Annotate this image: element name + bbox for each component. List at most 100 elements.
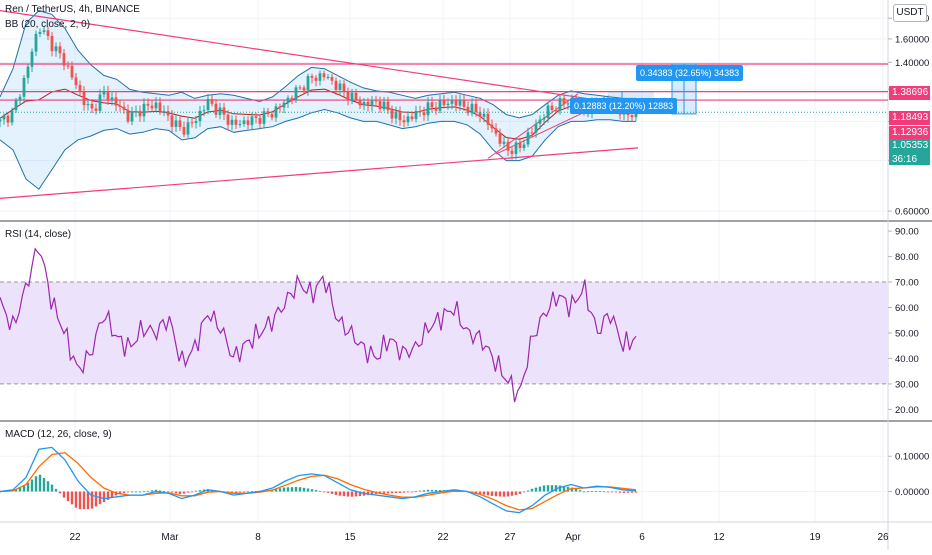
price-y-tick-label: 1.40000 xyxy=(895,58,929,69)
candle-body xyxy=(82,90,86,106)
candle-body xyxy=(234,119,238,125)
macd-histogram-bar xyxy=(294,487,298,492)
macd-histogram-bar xyxy=(306,488,310,492)
candle-body xyxy=(334,80,338,90)
macd-histogram-bar xyxy=(494,491,498,497)
macd-histogram-bar xyxy=(370,491,374,495)
candle-body xyxy=(394,111,398,119)
trendline xyxy=(0,10,629,106)
candle-body xyxy=(226,114,230,125)
rsi-y-tick-label: 30.00 xyxy=(895,379,919,390)
candle-body xyxy=(350,92,354,101)
candle-body xyxy=(338,83,342,90)
macd-histogram-bar xyxy=(478,491,482,494)
candle-body xyxy=(554,110,558,112)
macd-histogram-bar xyxy=(398,491,402,494)
candle-body xyxy=(130,112,134,122)
bb-indicator-title[interactable]: BB (20, close, 2, 0) xyxy=(5,19,91,30)
candle-body xyxy=(386,101,390,111)
level-tag-1: 1.38696 xyxy=(889,86,930,100)
candle-body xyxy=(546,105,550,119)
candle-body xyxy=(182,127,186,135)
candle-body xyxy=(270,113,274,118)
macd-histogram-bar xyxy=(310,489,314,492)
macd-histogram-bar xyxy=(50,484,54,492)
macd-histogram-bar xyxy=(614,491,618,493)
candle-body xyxy=(566,103,570,105)
macd-histogram-bar xyxy=(626,491,630,493)
candle-body xyxy=(482,113,486,117)
candle-body xyxy=(522,144,526,149)
macd-histogram-bar xyxy=(90,491,94,509)
symbol-title[interactable]: Ren / TetherUS, 4h, BINANCE xyxy=(5,4,140,15)
macd-histogram-bar xyxy=(326,491,330,493)
candle-body xyxy=(462,100,466,107)
candle-body xyxy=(366,102,370,106)
price-y-tick-label: 1.60000 xyxy=(895,34,929,45)
candle-body xyxy=(22,77,26,97)
macd-histogram-bar xyxy=(242,491,246,493)
candle-body xyxy=(326,77,330,79)
macd-histogram-bar xyxy=(286,487,290,492)
macd-histogram-bar xyxy=(562,486,566,492)
macd-histogram-bar xyxy=(106,491,110,500)
candle-body xyxy=(222,107,226,115)
macd-histogram-bar xyxy=(186,491,190,493)
trendline xyxy=(0,147,639,199)
candle-body xyxy=(86,103,90,106)
macd-histogram-bar xyxy=(302,487,306,492)
macd-histogram-bar xyxy=(338,491,342,496)
macd-histogram-bar xyxy=(82,491,86,510)
bar-countdown: 36:16 xyxy=(892,154,918,165)
macd-histogram-bar xyxy=(282,487,286,492)
candle-body xyxy=(238,123,242,125)
macd-histogram-bar xyxy=(450,490,454,492)
macd-line xyxy=(0,446,637,514)
candle-body xyxy=(406,116,410,123)
macd-histogram-bar xyxy=(342,491,346,497)
macd-histogram xyxy=(0,474,638,510)
macd-histogram-bar xyxy=(42,478,46,492)
macd-histogram-bar xyxy=(594,490,598,492)
candle-body xyxy=(318,73,322,81)
candle-body xyxy=(102,90,106,95)
macd-indicator-title[interactable]: MACD (12, 26, close, 9) xyxy=(5,429,112,440)
macd-histogram-bar xyxy=(574,488,578,492)
macd-histogram-bar xyxy=(618,491,622,493)
macd-histogram-bar xyxy=(122,491,126,494)
candle-body xyxy=(14,100,18,111)
candle-body xyxy=(62,53,66,66)
macd-histogram-bar xyxy=(34,476,38,492)
rsi-indicator-title[interactable]: RSI (14, close) xyxy=(5,229,72,240)
candle-body xyxy=(26,66,30,78)
currency-button[interactable]: USDT xyxy=(893,4,927,22)
candle-body xyxy=(126,109,130,122)
macd-histogram-bar xyxy=(170,491,174,493)
macd-histogram-bar xyxy=(622,491,626,493)
macd-histogram-bar xyxy=(314,490,318,492)
candle-body xyxy=(390,110,394,119)
macd-histogram-bar xyxy=(590,491,594,492)
macd-histogram-bar xyxy=(610,491,614,493)
macd-histogram-bar xyxy=(322,491,326,493)
macd-histogram-bar xyxy=(542,485,546,492)
macd-histogram-bar xyxy=(382,491,386,494)
candle-body xyxy=(302,87,306,91)
candle-body xyxy=(298,87,302,89)
macd-y-tick-label: 0.00000 xyxy=(895,487,929,498)
macd-histogram-bar xyxy=(194,490,198,492)
macd-histogram-bar xyxy=(238,491,242,493)
candle-body xyxy=(410,116,414,120)
candle-body xyxy=(242,120,246,124)
macd-histogram-bar xyxy=(482,491,486,495)
macd-histogram-bar xyxy=(510,491,514,496)
candle-body xyxy=(370,100,374,106)
macd-histogram-bar xyxy=(230,491,234,494)
candle-body xyxy=(114,97,118,106)
candle-body xyxy=(470,103,474,114)
candle-body xyxy=(498,133,502,144)
rsi-y-tick-label: 80.00 xyxy=(895,252,919,263)
macd-y-tick-label: 0.10000 xyxy=(895,452,929,463)
